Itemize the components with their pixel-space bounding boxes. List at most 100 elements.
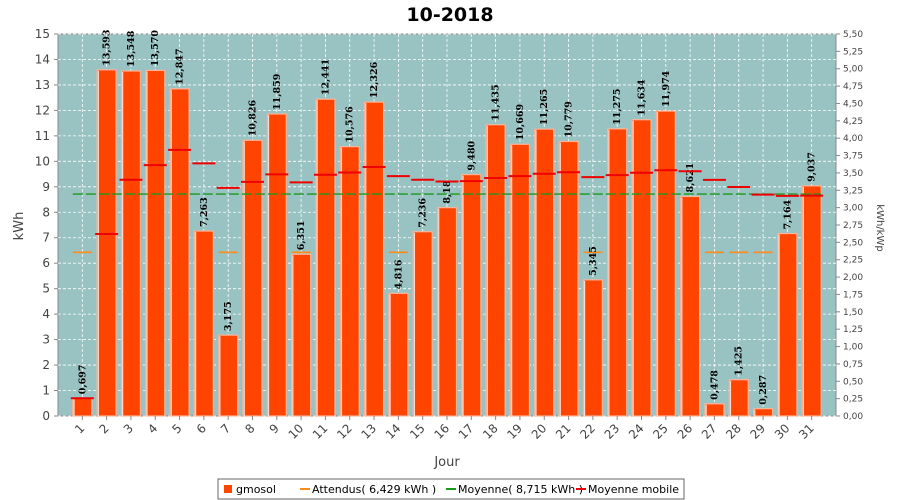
x-tick-label: 28 bbox=[723, 421, 744, 442]
y-tick-label: 0 bbox=[42, 409, 50, 423]
bar bbox=[72, 397, 93, 417]
bar bbox=[485, 124, 506, 417]
y-right-tick-label: 1,75 bbox=[843, 290, 863, 300]
y-right-tick-label: 3,75 bbox=[843, 152, 863, 162]
y-right-tick-label: 1,00 bbox=[843, 343, 863, 353]
legend-swatch bbox=[224, 485, 232, 493]
bar bbox=[777, 232, 798, 417]
bar-value-label: 6,351 bbox=[296, 221, 307, 251]
y-right-tick-label: 2,25 bbox=[843, 256, 863, 266]
y-tick-label: 1 bbox=[42, 384, 50, 398]
bar-value-label: 11,634 bbox=[637, 79, 648, 116]
x-tick-label: 25 bbox=[650, 421, 671, 442]
x-tick-label: 15 bbox=[407, 421, 428, 442]
x-tick-label: 4 bbox=[145, 421, 160, 436]
bar-value-label: 12,326 bbox=[369, 61, 380, 98]
y-right-tick-label: 3,50 bbox=[843, 169, 863, 179]
x-tick-label: 27 bbox=[699, 421, 720, 442]
bar bbox=[339, 146, 360, 417]
x-tick-label: 2 bbox=[96, 421, 111, 436]
x-tick-label: 11 bbox=[310, 421, 331, 442]
bar-value-label: 10,576 bbox=[345, 106, 356, 143]
x-tick-label: 12 bbox=[334, 421, 355, 442]
bar bbox=[801, 185, 822, 417]
y-right-tick-label: 0,25 bbox=[843, 395, 863, 405]
bar-value-label: 11,275 bbox=[612, 89, 623, 125]
y-right-tick-label: 4,25 bbox=[843, 117, 863, 127]
y-tick-label: 13 bbox=[35, 78, 50, 92]
bar-value-label: 7,164 bbox=[782, 199, 793, 229]
x-tick-label: 17 bbox=[456, 421, 477, 442]
x-tick-label: 8 bbox=[242, 421, 257, 436]
legend-entry: gmosol bbox=[236, 483, 276, 496]
bar-value-label: 13,548 bbox=[126, 30, 137, 67]
y-right-tick-label: 5,25 bbox=[843, 47, 863, 57]
x-tick-label: 19 bbox=[504, 421, 525, 442]
x-tick-label: 29 bbox=[747, 421, 768, 442]
bar-value-label: 12,847 bbox=[175, 48, 186, 84]
bar bbox=[388, 292, 409, 417]
y-tick-label: 14 bbox=[35, 52, 50, 66]
x-tick-label: 6 bbox=[194, 421, 209, 436]
bar-value-label: 5,345 bbox=[588, 246, 599, 276]
y-right-tick-label: 2,50 bbox=[843, 238, 863, 248]
bar bbox=[680, 195, 701, 417]
y-tick-label: 10 bbox=[35, 154, 50, 168]
y-right-tick-label: 0,50 bbox=[843, 377, 863, 387]
legend-entry: Moyenne mobile bbox=[588, 483, 679, 496]
bar bbox=[655, 110, 676, 417]
x-tick-label: 10 bbox=[286, 421, 307, 442]
bar bbox=[461, 173, 482, 417]
y-right-tick-label: 4,50 bbox=[843, 99, 863, 109]
y-right-tick-label: 2,00 bbox=[843, 273, 863, 283]
x-tick-label: 14 bbox=[383, 421, 404, 442]
bar-value-label: 10,669 bbox=[515, 104, 526, 141]
bar-value-label: 1,425 bbox=[734, 346, 745, 376]
y-right-axis-label: kWh/kWp bbox=[874, 204, 885, 251]
y-right-tick-label: 4,00 bbox=[843, 134, 863, 144]
y-tick-label: 5 bbox=[42, 282, 50, 296]
bar-value-label: 10,826 bbox=[248, 100, 259, 137]
y-tick-label: 12 bbox=[35, 103, 50, 117]
x-tick-label: 20 bbox=[529, 421, 550, 442]
bar-value-label: 11,859 bbox=[272, 73, 283, 110]
x-tick-label: 30 bbox=[772, 421, 793, 442]
legend: gmosol Attendus( 6,429 kWh ) Moyenne( 8,71… bbox=[217, 478, 685, 500]
bar-value-label: 10,779 bbox=[564, 101, 575, 138]
bar-value-label: 0,287 bbox=[758, 375, 769, 405]
bar bbox=[752, 408, 774, 417]
x-tick-label: 1 bbox=[72, 421, 87, 436]
y-tick-label: 8 bbox=[42, 205, 50, 219]
y-right-tick-label: 5,00 bbox=[843, 65, 863, 75]
bar bbox=[436, 207, 458, 417]
y-right-tick-label: 3,25 bbox=[843, 186, 863, 196]
bar-value-label: 13,570 bbox=[150, 30, 161, 67]
chart-title: 10-2018 bbox=[406, 4, 493, 26]
bar-value-label: 8,18 bbox=[442, 180, 453, 204]
y-tick-label: 4 bbox=[42, 307, 50, 321]
bar-value-label: 0,697 bbox=[77, 364, 88, 394]
bar bbox=[120, 70, 142, 417]
y-right-tick-label: 1,25 bbox=[843, 325, 863, 335]
bar-value-label: 0,478 bbox=[709, 370, 720, 400]
bar bbox=[145, 69, 166, 417]
bar-value-label: 9,037 bbox=[807, 152, 818, 182]
y-tick-label: 2 bbox=[42, 358, 50, 372]
bar bbox=[631, 119, 652, 417]
plot-area: 01234567891011121314150,000,250,500,751,… bbox=[35, 27, 864, 442]
bar-value-label: 4,816 bbox=[393, 259, 404, 289]
bar-value-label: 13,593 bbox=[102, 29, 113, 65]
x-tick-label: 26 bbox=[675, 421, 696, 442]
x-tick-label: 9 bbox=[267, 421, 282, 436]
bar bbox=[218, 334, 239, 417]
x-axis-label: Jour bbox=[433, 455, 460, 470]
bar-value-label: 9,480 bbox=[466, 140, 477, 170]
y-tick-label: 9 bbox=[42, 180, 50, 194]
x-tick-label: 18 bbox=[480, 421, 501, 442]
bar bbox=[509, 143, 531, 417]
x-tick-label: 22 bbox=[577, 421, 598, 442]
bar bbox=[534, 128, 555, 417]
y-tick-label: 7 bbox=[42, 231, 50, 245]
bar bbox=[96, 69, 117, 417]
bar-value-label: 7,236 bbox=[418, 198, 429, 228]
